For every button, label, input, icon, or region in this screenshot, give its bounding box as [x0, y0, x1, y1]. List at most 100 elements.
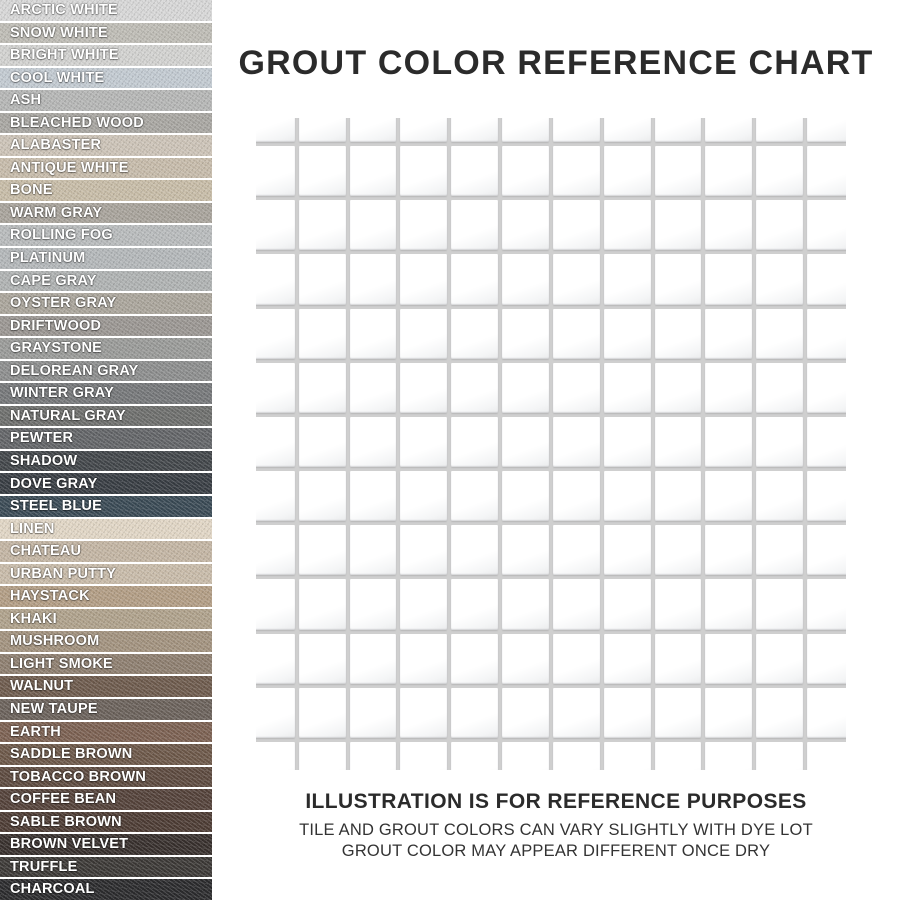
color-swatch-label: LINEN: [10, 520, 55, 537]
mosaic-tile: [654, 146, 702, 197]
color-swatch-row[interactable]: BRIGHT WHITE: [0, 45, 212, 68]
mosaic-tile: [807, 308, 846, 359]
color-swatch-row[interactable]: PLATINUM: [0, 248, 212, 271]
color-swatch-label: BLEACHED WOOD: [10, 114, 144, 131]
color-swatch-row[interactable]: BLEACHED WOOD: [0, 112, 212, 136]
color-swatch-row[interactable]: SABLE BROWN: [0, 811, 212, 835]
mosaic-tile: [552, 308, 600, 359]
mosaic-tile: [400, 416, 448, 468]
color-swatch-row[interactable]: OYSTER GRAY: [0, 293, 212, 316]
footer-heading: ILLUSTRATION IS FOR REFERENCE PURPOSES: [305, 790, 807, 813]
mosaic-tile: [603, 146, 651, 197]
color-swatch-row[interactable]: MUSHROOM: [0, 631, 212, 654]
color-swatch-list: ARCTIC WHITE SNOW WHITE BRIGHT WHITE COOL W…: [0, 0, 212, 900]
color-swatch-row[interactable]: CAPE GRAY: [0, 270, 212, 294]
mosaic-tile: [502, 525, 549, 576]
mosaic-tile: [451, 741, 499, 770]
mosaic-tile: [298, 308, 346, 359]
color-swatch-row[interactable]: GRAYSTONE: [0, 338, 212, 361]
mosaic-tile: [807, 146, 846, 197]
color-swatch-row[interactable]: WINTER GRAY: [0, 383, 212, 406]
mosaic-tile: [603, 308, 651, 359]
mosaic-tile: [298, 146, 346, 197]
mosaic-tile: [552, 579, 600, 630]
page-title: GROUT COLOR REFERENCE CHART: [238, 44, 874, 82]
mosaic-tile: [807, 362, 846, 413]
mosaic-tile: [298, 416, 346, 468]
color-swatch-row[interactable]: HAYSTACK: [0, 586, 212, 609]
color-swatch-row[interactable]: DELOREAN GRAY: [0, 360, 212, 384]
mosaic-tile: [756, 633, 804, 684]
mosaic-tile: [603, 579, 651, 630]
mosaic-tile: [298, 118, 346, 143]
color-swatch-label: SNOW WHITE: [10, 24, 108, 41]
color-swatch-row[interactable]: ASH: [0, 90, 212, 113]
color-swatch-row[interactable]: DOVE GRAY: [0, 473, 212, 497]
color-swatch-row[interactable]: ALABASTER: [0, 135, 212, 158]
color-swatch-row[interactable]: DRIFTWOOD: [0, 315, 212, 339]
color-swatch-row[interactable]: CHATEAU: [0, 541, 212, 564]
color-swatch-row[interactable]: SADDLE BROWN: [0, 744, 212, 767]
color-swatch-label: PEWTER: [10, 430, 74, 447]
mosaic-tile: [552, 416, 600, 468]
mosaic-tile: [298, 200, 346, 251]
color-swatch-row[interactable]: COFFEE BEAN: [0, 789, 212, 812]
color-swatch-label: SHADOW: [10, 452, 78, 469]
color-swatch-row[interactable]: TRUFFLE: [0, 856, 212, 880]
mosaic-tile: [705, 471, 753, 522]
color-swatch-row[interactable]: KHAKI: [0, 608, 212, 632]
mosaic-tile: [756, 579, 804, 630]
color-swatch-row[interactable]: ARCTIC WHITE: [0, 0, 212, 23]
color-swatch-row[interactable]: TOBACCO BROWN: [0, 766, 212, 790]
color-swatch-row[interactable]: STEEL BLUE: [0, 496, 212, 519]
color-swatch-row[interactable]: URBAN PUTTY: [0, 563, 212, 587]
mosaic-tile: [552, 146, 600, 197]
mosaic-tile: [807, 254, 846, 305]
color-swatch-row[interactable]: SHADOW: [0, 450, 212, 474]
color-swatch-label: OYSTER GRAY: [10, 295, 117, 312]
color-swatch-row[interactable]: LIGHT SMOKE: [0, 653, 212, 677]
mosaic-tile: [502, 254, 549, 305]
color-swatch-row[interactable]: EARTH: [0, 721, 212, 745]
color-swatch-row[interactable]: ANTIQUE WHITE: [0, 157, 212, 181]
mosaic-tile: [451, 416, 499, 468]
mosaic-tile: [298, 741, 346, 770]
mosaic-tile: [603, 471, 651, 522]
color-swatch-row[interactable]: ROLLING FOG: [0, 225, 212, 249]
color-swatch-row[interactable]: WALNUT: [0, 676, 212, 699]
color-swatch-row[interactable]: COOL WHITE: [0, 67, 212, 91]
color-swatch-label: COFFEE BEAN: [10, 791, 117, 808]
mosaic-tile: [756, 687, 804, 738]
mosaic-tile: [256, 416, 295, 468]
mosaic-tile: [256, 633, 295, 684]
color-swatch-row[interactable]: WARM GRAY: [0, 202, 212, 226]
color-swatch-label: NATURAL GRAY: [10, 407, 126, 424]
color-swatch-row[interactable]: PEWTER: [0, 428, 212, 451]
mosaic-tile: [349, 416, 397, 468]
mosaic-tile: [654, 254, 702, 305]
color-swatch-row[interactable]: LINEN: [0, 518, 212, 542]
mosaic-tile: [400, 308, 448, 359]
color-swatch-row[interactable]: CHARCOAL: [0, 879, 212, 900]
mosaic-tile: [256, 525, 295, 576]
color-swatch-row[interactable]: BROWN VELVET: [0, 834, 212, 857]
mosaic-tile: [256, 687, 295, 738]
color-swatch-row[interactable]: SNOW WHITE: [0, 22, 212, 46]
mosaic-tile: [603, 525, 651, 576]
mosaic-tile: [807, 118, 846, 143]
color-swatch-row[interactable]: BONE: [0, 180, 212, 203]
mosaic-tile: [705, 633, 753, 684]
mosaic-tile: [400, 200, 448, 251]
color-swatch-label: WARM GRAY: [10, 204, 103, 221]
mosaic-tile: [603, 687, 651, 738]
mosaic-tile: [654, 118, 702, 143]
mosaic-tile: [705, 416, 753, 468]
color-swatch-row[interactable]: NATURAL GRAY: [0, 405, 212, 429]
mosaic-tile: [502, 200, 549, 251]
color-swatch-label: BRIGHT WHITE: [10, 47, 119, 64]
mosaic-tile: [400, 579, 448, 630]
color-swatch-row[interactable]: NEW TAUPE: [0, 698, 212, 722]
mosaic-tile: [256, 118, 295, 143]
mosaic-tile: [451, 118, 499, 143]
